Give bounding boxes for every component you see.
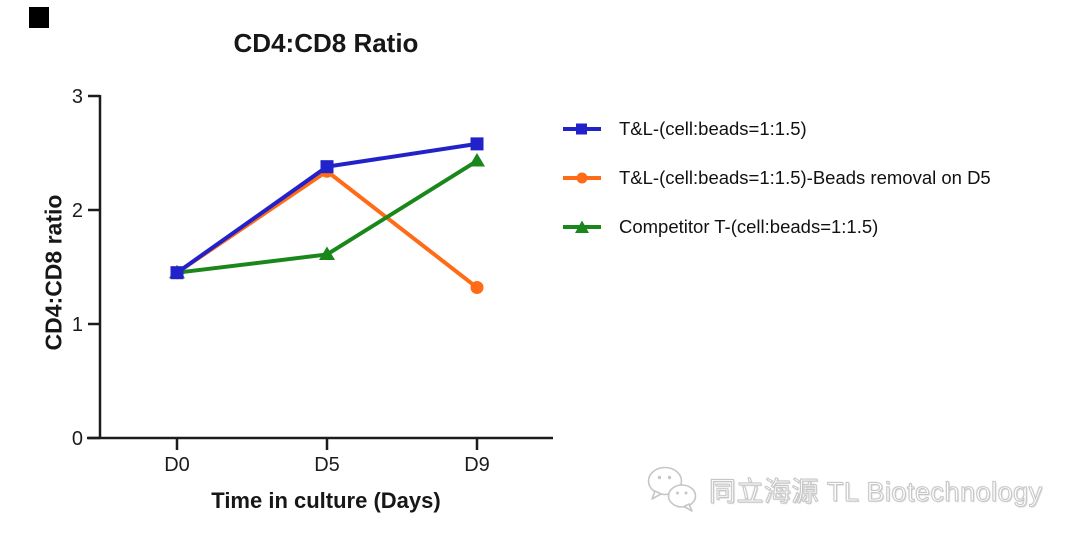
legend-item-competitor: Competitor T-(cell:beads=1:1.5) — [562, 215, 991, 239]
legend-label: T&L-(cell:beads=1:1.5) — [619, 118, 807, 139]
svg-text:D5: D5 — [314, 454, 340, 476]
legend-marker-square-icon — [562, 120, 602, 138]
svg-text:D0: D0 — [164, 454, 190, 476]
svg-text:2: 2 — [72, 200, 83, 222]
svg-text:0: 0 — [72, 428, 83, 450]
svg-text:3: 3 — [72, 86, 83, 108]
svg-text:D9: D9 — [464, 454, 490, 476]
svg-text:1: 1 — [72, 314, 83, 336]
wechat-icon — [647, 466, 697, 512]
legend: T&L-(cell:beads=1:1.5) T&L-(cell:beads=1… — [562, 117, 991, 264]
watermark-text: 同立海源 TL Biotechnology — [709, 476, 1043, 507]
watermark: 同立海源 TL Biotechnology — [645, 464, 1043, 514]
legend-item-tl: T&L-(cell:beads=1:1.5) — [562, 117, 991, 141]
corner-marker — [29, 7, 49, 28]
x-axis-title: Time in culture (Days) — [211, 488, 441, 513]
legend-marker-circle-icon — [562, 169, 602, 187]
legend-label: T&L-(cell:beads=1:1.5)-Beads removal on … — [619, 167, 991, 188]
y-axis-title: CD4:CD8 ratio — [40, 194, 67, 351]
chart-title: CD4:CD8 Ratio — [233, 28, 419, 58]
legend-marker-triangle-icon — [562, 218, 602, 236]
legend-item-tl-beads-removal: T&L-(cell:beads=1:1.5)-Beads removal on … — [562, 166, 991, 190]
legend-label: Competitor T-(cell:beads=1:1.5) — [619, 216, 879, 237]
